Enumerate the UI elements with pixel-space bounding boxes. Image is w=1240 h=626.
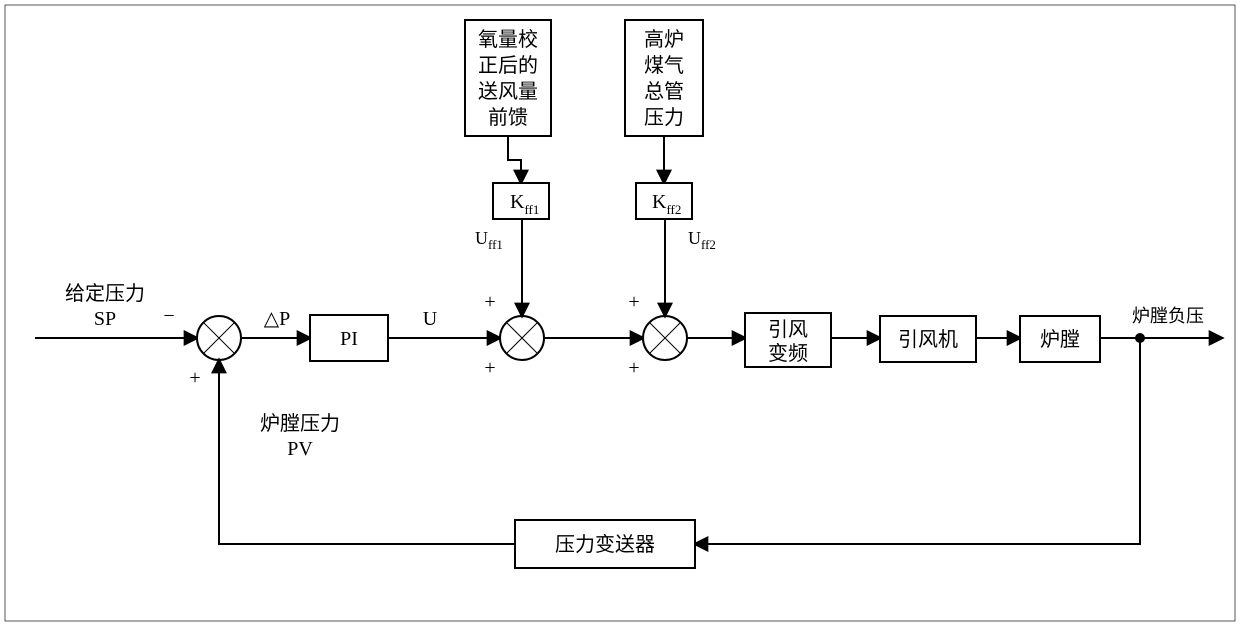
fan-label: 引风机: [898, 328, 958, 351]
ff1-line3: 送风量: [478, 80, 538, 103]
sp-minus-sign: −: [163, 305, 174, 327]
output-label: 炉膛负压: [1132, 306, 1204, 326]
signal-uff2-label: Uff2: [688, 228, 716, 252]
control-block-diagram: 给定压力 SP − △P PI U + + + + 氧量校 正后的 送风量 前馈…: [0, 0, 1240, 626]
pi-controller-label: PI: [340, 328, 358, 350]
summing-junction-3: [643, 316, 687, 360]
ff2-line2: 煤气: [644, 54, 684, 77]
delta-p-label: △P: [264, 308, 291, 330]
pv-label-line2: PV: [287, 438, 313, 460]
sum2-plus-top: +: [484, 291, 495, 313]
vfd-label-line1: 引风: [768, 318, 808, 341]
ff2-line3: 总管: [644, 80, 684, 103]
ff2-line1: 高炉: [644, 28, 684, 51]
vfd-label-line2: 变频: [768, 342, 808, 365]
pv-label-line1: 炉膛压力: [260, 412, 340, 435]
ff1-line1: 氧量校: [478, 28, 538, 51]
signal-u-label: U: [423, 308, 438, 330]
pv-plus-sign: +: [189, 367, 200, 389]
sum3-plus-left: +: [628, 357, 639, 379]
sp-label-line1: 给定压力: [65, 282, 145, 305]
sp-label-line2: SP: [94, 308, 116, 330]
ff1-line2: 正后的: [478, 54, 538, 77]
summing-junction-2: [500, 316, 544, 360]
edge-ff1-kff1: [508, 136, 521, 183]
summing-junction-1: [197, 316, 241, 360]
sum3-plus-top: +: [628, 291, 639, 313]
sum2-plus-left: +: [484, 357, 495, 379]
ff2-line4: 压力: [644, 106, 684, 129]
signal-uff1-label: Uff1: [475, 228, 503, 252]
edge-tap-transmitter: [695, 338, 1140, 544]
furnace-label: 炉膛: [1040, 328, 1080, 351]
pressure-transmitter-label: 压力变送器: [555, 533, 655, 556]
edge-transmitter-sum1: [219, 360, 515, 544]
ff1-line4: 前馈: [488, 106, 528, 129]
